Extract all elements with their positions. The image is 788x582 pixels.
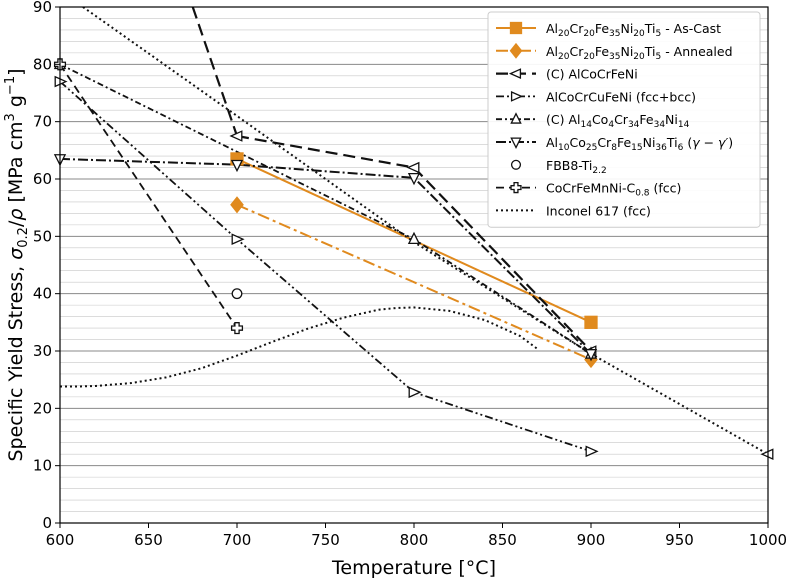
legend-box: [487, 11, 761, 228]
y-tick-label: 10: [33, 457, 52, 475]
series-line: [236, 134, 592, 352]
series-line: [236, 203, 592, 361]
series-line: [60, 63, 238, 329]
legend-label: Al20Cr20Fe35Ni20Ti5 - Annealed: [546, 44, 733, 62]
x-axis-label: Temperature [°C]: [331, 557, 496, 579]
marker-layer: [53, 56, 774, 461]
data-point-marker: [230, 159, 244, 173]
y-tick-label: 50: [33, 227, 52, 245]
x-tick-label: 900: [577, 531, 606, 549]
data-point-marker: [231, 233, 245, 246]
x-tick-label: 850: [488, 531, 517, 549]
y-tick-label: 70: [33, 113, 52, 131]
y-tick-label: 60: [33, 170, 52, 188]
data-point-marker: [407, 173, 421, 186]
data-point-marker: [584, 349, 598, 362]
data-point-marker: [230, 196, 244, 214]
data-point-marker: [585, 445, 599, 458]
series-line: [191, 7, 239, 137]
y-tick-label: 40: [33, 285, 52, 303]
data-point-marker: [509, 42, 523, 59]
y-tick-label: 0: [42, 514, 52, 532]
legend-label: (C) Al14Co4Cr34Fe34Ni14: [546, 112, 690, 130]
y-axis-label: Specific Yield Stress, σ0.2/ρ [MPa cm3 g…: [3, 68, 31, 461]
legend: Al20Cr20Fe35Ni20Ti5 - As-Cast Al20Cr20Fe3…: [487, 11, 761, 228]
legend-label: Al20Cr20Fe35Ni20Ti5 - As-Cast: [546, 21, 721, 39]
legend-label: Al10Co25Cr8Fe15Ni36Ti6 (γ − γ′): [546, 135, 733, 153]
y-tick-label: 80: [33, 55, 52, 73]
y-axis-ticks: 0 10 20 30 40 50 60 70 80 90: [33, 0, 60, 532]
x-tick-label: 750: [311, 531, 340, 549]
data-point-marker: [408, 386, 422, 399]
y-tick-label: 20: [33, 399, 52, 417]
x-tick-label: 600: [46, 531, 75, 549]
data-point-marker: [406, 161, 420, 174]
legend-label: (C) AlCoCrFeNi: [546, 67, 638, 82]
x-tick-label: 950: [665, 531, 694, 549]
data-point-marker: [510, 112, 522, 124]
legend-label: FBB8-Ti2.2: [546, 158, 607, 176]
data-point-marker: [510, 90, 524, 102]
x-axis-ticks: 600 650 700 750 800 850 900 950 1000: [46, 523, 787, 549]
legend-label: Inconel 617 (fcc): [546, 203, 651, 218]
data-point-marker: [229, 130, 243, 142]
data-point-marker: [584, 315, 598, 329]
x-tick-label: 650: [134, 531, 163, 549]
data-point-marker: [510, 137, 522, 149]
x-tick-label: 1000: [749, 531, 787, 549]
series-line: [60, 306, 539, 388]
data-point-marker: [231, 288, 243, 300]
legend-label: AlCoCrCuFeNi (fcc+bcc): [546, 89, 696, 104]
data-point-marker: [510, 181, 522, 194]
x-tick-label: 800: [400, 531, 429, 549]
data-point-marker: [230, 322, 244, 335]
series-line: [60, 157, 592, 355]
data-point-marker: [510, 159, 522, 170]
data-point-marker: [509, 21, 523, 35]
x-tick-label: 700: [223, 531, 252, 549]
y-tick-label: 90: [33, 0, 52, 16]
data-point-marker: [508, 68, 522, 80]
legend-label: CoCrFeMnNi-C0.8 (fcc): [546, 181, 681, 199]
y-tick-label: 30: [33, 342, 52, 360]
data-point-marker: [407, 231, 421, 245]
